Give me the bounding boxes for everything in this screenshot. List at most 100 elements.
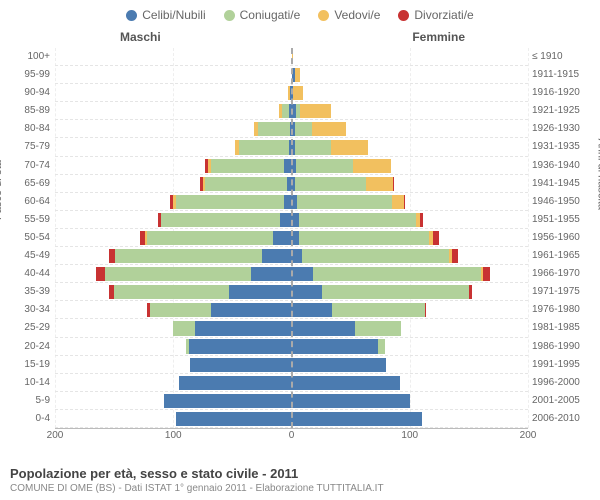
x-tick: 100 — [401, 430, 418, 441]
x-tick: 100 — [165, 430, 182, 441]
age-label: 55-59 — [0, 211, 50, 229]
seg-con — [322, 285, 469, 299]
female-bar — [292, 211, 529, 229]
seg-cel — [189, 339, 292, 353]
female-bar — [292, 301, 529, 319]
seg-con — [299, 231, 429, 245]
seg-con — [378, 339, 385, 353]
age-label: 5-9 — [0, 392, 50, 410]
seg-con — [355, 321, 401, 335]
seg-con — [114, 285, 229, 299]
seg-cel — [292, 412, 422, 426]
age-label: 70-74 — [0, 157, 50, 175]
female-bar — [292, 247, 529, 265]
age-label: 85-89 — [0, 102, 50, 120]
seg-div — [452, 249, 458, 263]
seg-con — [105, 267, 252, 281]
title-block: Popolazione per età, sesso e stato civil… — [10, 466, 590, 494]
seg-con — [313, 267, 481, 281]
age-label: 60-64 — [0, 193, 50, 211]
seg-con — [258, 122, 290, 136]
legend-swatch — [318, 10, 329, 21]
seg-con — [150, 303, 211, 317]
birth-label: 1916-1920 — [532, 84, 600, 102]
male-bar — [55, 410, 292, 428]
male-bar — [55, 229, 292, 247]
seg-con — [211, 159, 284, 173]
seg-cel — [229, 285, 292, 299]
legend-label: Vedovi/e — [334, 8, 380, 22]
birth-label: 1951-1955 — [532, 211, 600, 229]
seg-con — [295, 122, 312, 136]
female-bar — [292, 157, 529, 175]
seg-con — [332, 303, 425, 317]
birth-label: 1991-1995 — [532, 356, 600, 374]
female-bar — [292, 84, 529, 102]
seg-con — [115, 249, 262, 263]
female-bar — [292, 229, 529, 247]
seg-con — [176, 195, 285, 209]
birth-label: 2006-2010 — [532, 410, 600, 428]
seg-cel — [190, 358, 292, 372]
female-bar — [292, 265, 529, 283]
seg-cel — [211, 303, 291, 317]
seg-ved — [312, 122, 346, 136]
age-label: 25-29 — [0, 319, 50, 337]
male-bar — [55, 48, 292, 66]
age-label: 50-54 — [0, 229, 50, 247]
age-label: 20-24 — [0, 338, 50, 356]
birth-label: 1941-1945 — [532, 175, 600, 193]
birth-label: 1931-1935 — [532, 138, 600, 156]
x-tick: 200 — [520, 430, 537, 441]
birth-label: 1946-1950 — [532, 193, 600, 211]
seg-div — [393, 177, 394, 191]
male-bar — [55, 392, 292, 410]
seg-con — [205, 177, 287, 191]
female-bar — [292, 120, 529, 138]
male-bar — [55, 283, 292, 301]
center-axis — [291, 48, 293, 428]
legend-label: Divorziati/e — [414, 8, 473, 22]
male-bar — [55, 84, 292, 102]
legend: Celibi/NubiliConiugati/eVedovi/eDivorzia… — [0, 0, 600, 22]
female-bar — [292, 410, 529, 428]
age-label: 45-49 — [0, 247, 50, 265]
seg-cel — [292, 339, 378, 353]
female-bar — [292, 356, 529, 374]
seg-div — [420, 213, 422, 227]
male-bar — [55, 138, 292, 156]
seg-cel — [292, 213, 299, 227]
age-label: 65-69 — [0, 175, 50, 193]
gridline — [528, 48, 529, 428]
seg-cel — [195, 321, 292, 335]
seg-cel — [292, 267, 313, 281]
x-tick: 0 — [289, 430, 295, 441]
seg-con — [299, 213, 416, 227]
age-label: 80-84 — [0, 120, 50, 138]
seg-cel — [251, 267, 291, 281]
seg-cel — [176, 412, 292, 426]
legend-label: Celibi/Nubili — [142, 8, 205, 22]
seg-ved — [293, 86, 304, 100]
seg-div — [425, 303, 426, 317]
birth-label: 1966-1970 — [532, 265, 600, 283]
population-pyramid: Celibi/NubiliConiugati/eVedovi/eDivorzia… — [0, 0, 600, 500]
seg-con — [302, 249, 449, 263]
x-axis-line — [55, 428, 528, 429]
legend-swatch — [126, 10, 137, 21]
birth-label: 1971-1975 — [532, 283, 600, 301]
birth-label: 1911-1915 — [532, 66, 600, 84]
age-label: 15-19 — [0, 356, 50, 374]
age-label: 40-44 — [0, 265, 50, 283]
seg-div — [483, 267, 490, 281]
female-bar — [292, 392, 529, 410]
birth-label: 1936-1940 — [532, 157, 600, 175]
seg-cel — [292, 394, 410, 408]
age-label: 95-99 — [0, 66, 50, 84]
male-bar — [55, 157, 292, 175]
chart-title: Popolazione per età, sesso e stato civil… — [10, 466, 590, 481]
female-bar — [292, 338, 529, 356]
seg-div — [96, 267, 104, 281]
female-bar — [292, 319, 529, 337]
seg-con — [161, 213, 279, 227]
